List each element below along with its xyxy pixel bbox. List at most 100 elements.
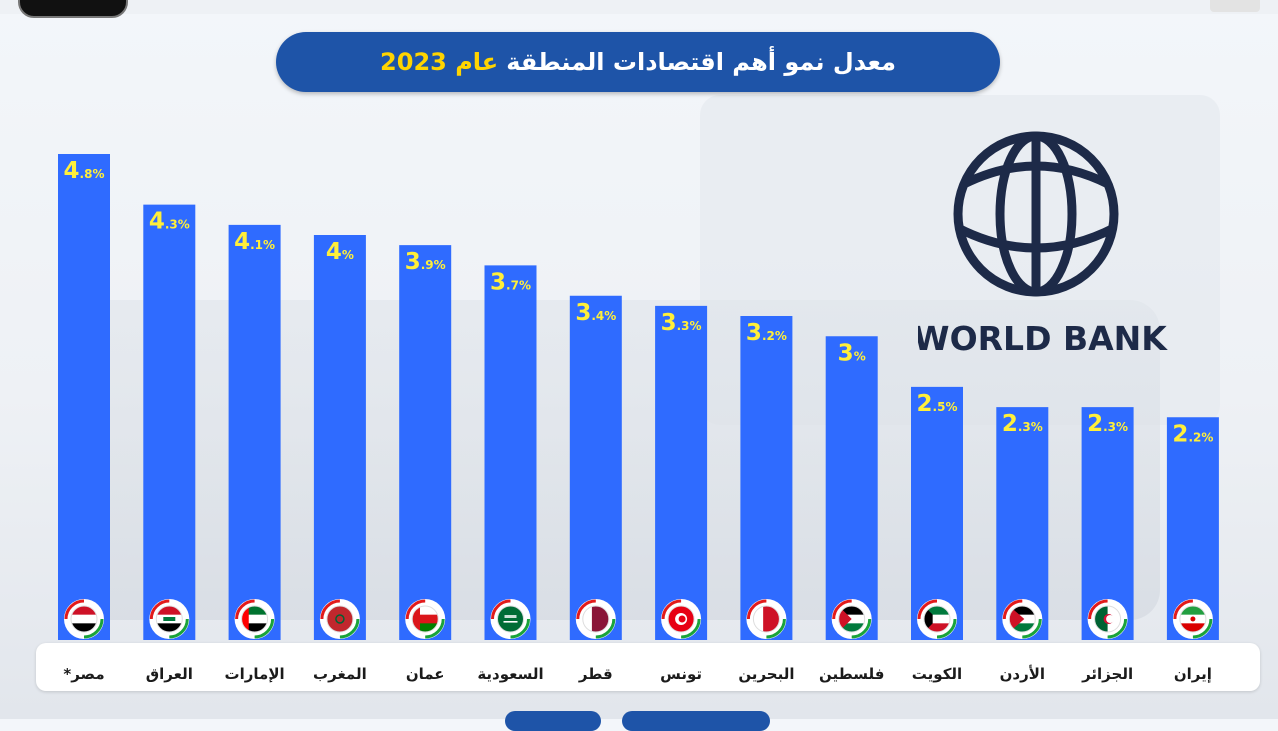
- oman-flag-icon: [412, 606, 439, 632]
- flag-ring-arc: [1022, 618, 1042, 639]
- flag-border: [1008, 605, 1036, 633]
- flag-ring-arc: [1107, 618, 1128, 639]
- flag-ring-arc: [576, 599, 596, 620]
- data-label: 3%: [838, 340, 866, 366]
- flag-ring-arc: [851, 618, 872, 639]
- category-label: العراق: [146, 665, 193, 683]
- data-label: 4%: [326, 239, 354, 265]
- flag-ring-arc: [83, 618, 104, 639]
- chart-title-main: معدل نمو أهم اقتصادات المنطقة: [506, 48, 896, 76]
- flag-ring-arc: [1002, 599, 1023, 620]
- category-label: إيران: [1174, 665, 1212, 683]
- category-label: الإمارات: [225, 665, 285, 683]
- bar: [569, 295, 622, 640]
- top-strip: [0, 0, 1278, 14]
- flag-ring-arc: [320, 599, 341, 620]
- flag-border: [411, 605, 439, 633]
- flag-ring-arc: [746, 599, 767, 620]
- flag-ring-arc: [491, 599, 511, 620]
- flag-border: [497, 605, 524, 633]
- category-label: قطر: [578, 665, 613, 683]
- bar: [825, 336, 878, 640]
- category-label: السعودية: [477, 665, 543, 683]
- palestine-flag-icon: [838, 606, 865, 632]
- flag-ring-arc: [936, 618, 957, 639]
- chart-title: معدل نمو أهم اقتصادات المنطقة عام 2023: [276, 32, 1000, 92]
- world-bank-logo: WORLD BANK: [918, 131, 1168, 358]
- data-label: 3.2%: [746, 320, 787, 346]
- flag-border: [326, 605, 354, 633]
- bar: [484, 265, 537, 640]
- data-label: 2.2%: [1172, 421, 1213, 447]
- category-label: المغرب: [313, 665, 367, 683]
- flag-ring-arc: [235, 599, 255, 620]
- flag-border: [923, 605, 951, 633]
- category-label: فلسطين: [819, 665, 884, 683]
- category-label: الكويت: [912, 665, 962, 683]
- data-label: 4.1%: [234, 229, 275, 255]
- corner-badge: [1210, 0, 1260, 12]
- data-label: 2.3%: [1002, 411, 1043, 437]
- flag-ring-arc: [1173, 599, 1194, 620]
- category-label: البحرين: [738, 665, 794, 683]
- category-label: مصر*: [63, 665, 104, 683]
- flag-ring-arc: [766, 618, 786, 639]
- category-label: تونس: [660, 665, 702, 683]
- data-label: 2.5%: [917, 391, 958, 417]
- data-label: 3.4%: [575, 300, 616, 326]
- flag-ring-arc: [1088, 599, 1108, 620]
- chart-title-year: عام 2023: [380, 48, 499, 76]
- category-label: الجزائر: [1081, 665, 1133, 683]
- tunisia-flag-icon: [668, 606, 695, 632]
- bar: [655, 305, 708, 640]
- data-label: 2.3%: [1087, 411, 1128, 437]
- data-label: 4.8%: [64, 158, 105, 184]
- flag-border: [1094, 605, 1122, 633]
- flag-ring-arc: [680, 618, 701, 639]
- algeria-flag-icon: [1094, 606, 1121, 632]
- bar: [399, 245, 452, 640]
- category-label: عمان: [406, 665, 445, 683]
- flag-ring-arc: [405, 599, 426, 620]
- data-label: 3.7%: [490, 269, 531, 295]
- data-label: 4.3%: [149, 209, 190, 235]
- flag-ring-arc: [1192, 618, 1213, 639]
- flag-ring-arc: [661, 599, 682, 620]
- flag-border: [582, 605, 610, 633]
- labels-band: [36, 643, 1260, 691]
- flag-ring-arc: [64, 599, 85, 620]
- flag-ring-arc: [917, 599, 938, 620]
- egypt-flag-icon: [71, 606, 97, 632]
- data-label: 3.9%: [405, 249, 446, 275]
- flag-ring-arc: [339, 618, 360, 639]
- morocco-flag-icon: [326, 606, 353, 632]
- flag-border: [838, 605, 866, 633]
- world-bank-wordmark: WORLD BANK: [918, 319, 1168, 358]
- category-label: الأردن: [1000, 665, 1045, 683]
- bar: [911, 386, 963, 640]
- uae-flag-icon: [241, 606, 268, 632]
- flag-border: [241, 605, 269, 633]
- bar: [58, 154, 110, 640]
- jordan-flag-icon: [1009, 606, 1036, 632]
- flag-ring-arc: [169, 618, 189, 639]
- flag-ring-arc: [832, 599, 852, 620]
- flag-ring-arc: [595, 618, 616, 639]
- globe-icon: [953, 131, 1119, 297]
- bar: [740, 316, 793, 640]
- flag-ring-arc: [510, 618, 530, 639]
- data-label: 3.3%: [661, 310, 702, 336]
- flag-border: [70, 605, 98, 633]
- bar: [313, 235, 366, 640]
- flag-border: [1179, 605, 1207, 633]
- iraq-flag-icon: [156, 606, 183, 632]
- flag-ring-arc: [425, 618, 445, 639]
- flag-ring-arc: [149, 599, 170, 620]
- qatar-flag-icon: [582, 606, 609, 632]
- bar: [228, 224, 281, 640]
- flag-ring-arc: [254, 618, 275, 639]
- flag-border: [155, 605, 183, 633]
- bahrain-flag-icon: [753, 606, 780, 632]
- saudi-flag-icon: [497, 606, 524, 632]
